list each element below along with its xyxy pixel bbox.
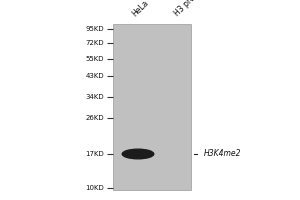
Text: HeLa: HeLa	[130, 0, 151, 18]
Text: 43KD: 43KD	[85, 73, 104, 79]
Text: 17KD: 17KD	[85, 151, 104, 157]
Ellipse shape	[122, 149, 154, 159]
Text: H3K4me2: H3K4me2	[204, 150, 242, 158]
Text: 34KD: 34KD	[85, 94, 104, 100]
Text: 72KD: 72KD	[85, 40, 104, 46]
Bar	[112, 24, 190, 190]
Text: H3 protein: H3 protein	[172, 0, 208, 18]
Text: 95KD: 95KD	[85, 26, 104, 32]
Text: 10KD: 10KD	[85, 185, 104, 191]
Text: 26KD: 26KD	[85, 115, 104, 121]
Text: 55KD: 55KD	[85, 56, 104, 62]
